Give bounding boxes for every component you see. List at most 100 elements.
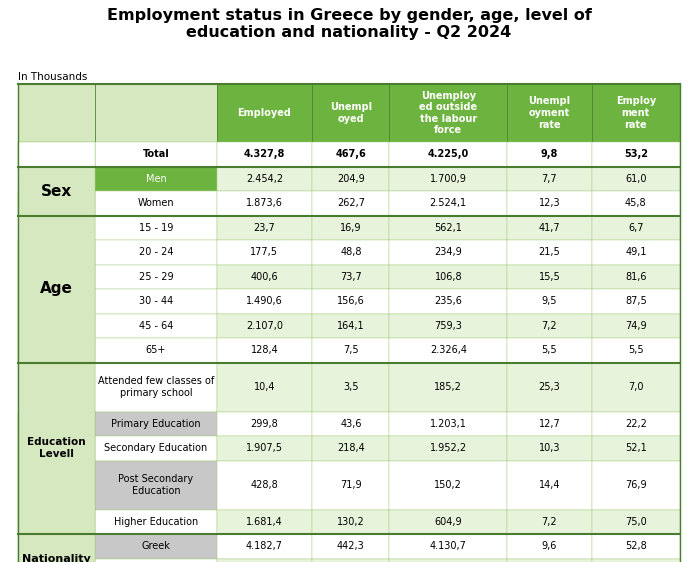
Text: 4.130,7: 4.130,7 <box>430 541 467 551</box>
Text: 759,3: 759,3 <box>434 321 462 331</box>
Bar <box>216 142 312 166</box>
Bar <box>95 510 216 534</box>
Bar <box>312 84 389 142</box>
Text: 52,8: 52,8 <box>625 541 647 551</box>
Text: 15,5: 15,5 <box>539 272 560 282</box>
Text: 1.681,4: 1.681,4 <box>246 516 283 527</box>
Bar <box>216 559 312 562</box>
Bar <box>95 314 216 338</box>
Bar <box>312 559 389 562</box>
Bar <box>95 460 216 510</box>
Bar <box>592 84 680 142</box>
Text: 130,2: 130,2 <box>337 516 365 527</box>
Bar <box>389 460 507 510</box>
Text: 41,7: 41,7 <box>539 223 560 233</box>
Text: 2.107,0: 2.107,0 <box>246 321 283 331</box>
Text: 87,5: 87,5 <box>625 296 647 306</box>
Bar <box>507 166 592 191</box>
Text: 12,7: 12,7 <box>539 419 560 429</box>
Bar <box>18 436 95 460</box>
Bar <box>95 411 216 436</box>
Bar <box>592 460 680 510</box>
Text: 45,8: 45,8 <box>625 198 646 209</box>
Text: Greek: Greek <box>142 541 170 551</box>
Bar <box>18 191 95 215</box>
Bar <box>389 289 507 314</box>
Bar <box>95 142 216 166</box>
Bar <box>18 84 95 142</box>
Text: 1.700,9: 1.700,9 <box>430 174 467 184</box>
Bar <box>312 142 389 166</box>
Bar <box>312 265 389 289</box>
Text: Secondary Education: Secondary Education <box>104 443 207 453</box>
Text: Higher Education: Higher Education <box>114 516 198 527</box>
Text: 74,9: 74,9 <box>625 321 646 331</box>
Text: 48,8: 48,8 <box>340 247 362 257</box>
Text: 81,6: 81,6 <box>625 272 646 282</box>
Bar <box>507 314 592 338</box>
Text: 12,3: 12,3 <box>539 198 560 209</box>
Text: 4.327,8: 4.327,8 <box>244 149 285 159</box>
Text: 52,1: 52,1 <box>625 443 647 453</box>
Bar <box>389 559 507 562</box>
Bar <box>312 240 389 265</box>
Text: 2.454,2: 2.454,2 <box>246 174 283 184</box>
Text: 7,5: 7,5 <box>343 345 359 355</box>
Text: 218,4: 218,4 <box>337 443 365 453</box>
Text: 45 - 64: 45 - 64 <box>139 321 173 331</box>
Text: 1.873,6: 1.873,6 <box>246 198 283 209</box>
Bar <box>389 191 507 215</box>
Text: 106,8: 106,8 <box>434 272 462 282</box>
Bar <box>95 289 216 314</box>
Bar <box>95 84 216 142</box>
Bar <box>507 411 592 436</box>
Text: Total: Total <box>142 149 170 159</box>
Text: 7,7: 7,7 <box>542 174 557 184</box>
Text: 23,7: 23,7 <box>253 223 275 233</box>
Text: Women: Women <box>138 198 174 209</box>
Bar <box>592 436 680 460</box>
Text: 299,8: 299,8 <box>251 419 279 429</box>
Bar <box>95 338 216 362</box>
Bar <box>507 84 592 142</box>
Bar <box>389 265 507 289</box>
Text: 164,1: 164,1 <box>337 321 364 331</box>
Text: 22,2: 22,2 <box>625 419 647 429</box>
Text: 150,2: 150,2 <box>434 480 462 490</box>
Bar <box>216 411 312 436</box>
Text: 10,3: 10,3 <box>539 443 560 453</box>
Text: 1.952,2: 1.952,2 <box>430 443 467 453</box>
Bar <box>592 142 680 166</box>
Bar <box>312 534 389 559</box>
Bar <box>216 191 312 215</box>
Text: Post Secondary
Education: Post Secondary Education <box>119 474 193 496</box>
Bar <box>389 84 507 142</box>
Bar <box>18 166 95 215</box>
Bar <box>592 166 680 191</box>
Bar <box>18 510 95 534</box>
Text: 204,9: 204,9 <box>337 174 365 184</box>
Bar <box>507 191 592 215</box>
Bar <box>216 460 312 510</box>
Text: 2.326,4: 2.326,4 <box>430 345 467 355</box>
Text: 6,7: 6,7 <box>628 223 644 233</box>
Text: 15 - 19: 15 - 19 <box>139 223 173 233</box>
Text: 25 - 29: 25 - 29 <box>139 272 173 282</box>
Bar <box>216 314 312 338</box>
Text: 3,5: 3,5 <box>343 382 359 392</box>
Bar <box>18 142 95 166</box>
Bar <box>507 142 592 166</box>
Bar <box>312 460 389 510</box>
Bar <box>507 338 592 362</box>
Bar <box>592 534 680 559</box>
Bar <box>507 265 592 289</box>
Bar <box>18 338 95 362</box>
Bar <box>592 215 680 240</box>
Bar <box>507 362 592 411</box>
Bar <box>216 215 312 240</box>
Bar <box>312 510 389 534</box>
Bar <box>216 338 312 362</box>
Text: 5,5: 5,5 <box>542 345 557 355</box>
Text: 128,4: 128,4 <box>251 345 279 355</box>
Text: 14,4: 14,4 <box>539 480 560 490</box>
